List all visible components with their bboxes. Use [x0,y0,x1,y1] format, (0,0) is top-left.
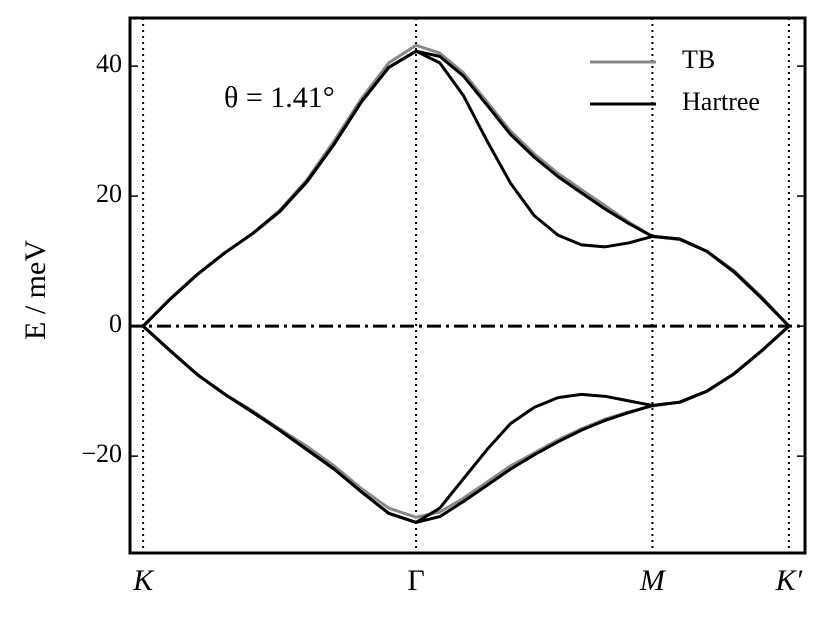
band-line [142,325,790,519]
y-axis-label: E / meV [19,240,52,340]
x-tick-label: K [132,564,155,597]
annotation: θ = 1.41° [224,81,335,114]
band-line [142,325,790,524]
x-tick-label: M [639,564,667,597]
x-tick-label: K′ [775,564,803,597]
y-tick-label: 20 [96,179,122,208]
legend-label: Hartree [682,87,760,116]
plot-frame [128,16,807,555]
legend-label: TB [682,45,715,74]
y-tick-label: −20 [81,439,122,468]
band-line [142,325,790,524]
x-tick-label: Γ [407,564,424,597]
y-tick-label: 0 [109,309,122,338]
y-tick-label: 40 [96,49,122,78]
band-line [142,49,790,328]
